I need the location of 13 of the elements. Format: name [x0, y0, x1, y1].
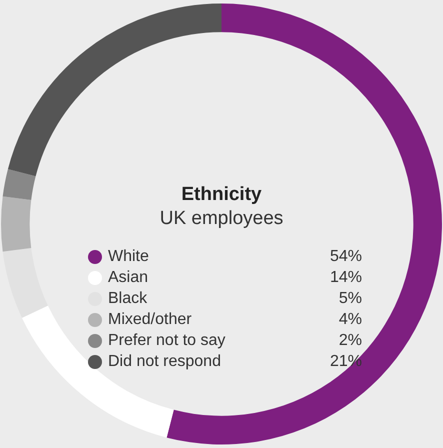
- legend-label: White: [108, 248, 150, 266]
- data-label: 54%: [330, 248, 362, 266]
- data-label: 2%: [338, 332, 362, 350]
- data-label: 4%: [338, 310, 362, 328]
- legend-label: Prefer not to say: [108, 332, 226, 350]
- legend-label: Asian: [108, 268, 150, 286]
- text: Ethnicity: [180, 184, 263, 206]
- data-label: 14%: [330, 268, 362, 286]
- legend-label: Mixed/other: [108, 310, 193, 328]
- data-label: 5%: [338, 290, 362, 308]
- legend-label: Did not respond: [108, 352, 222, 370]
- text: UK employees: [158, 208, 284, 230]
- legend-label: Black: [108, 290, 148, 308]
